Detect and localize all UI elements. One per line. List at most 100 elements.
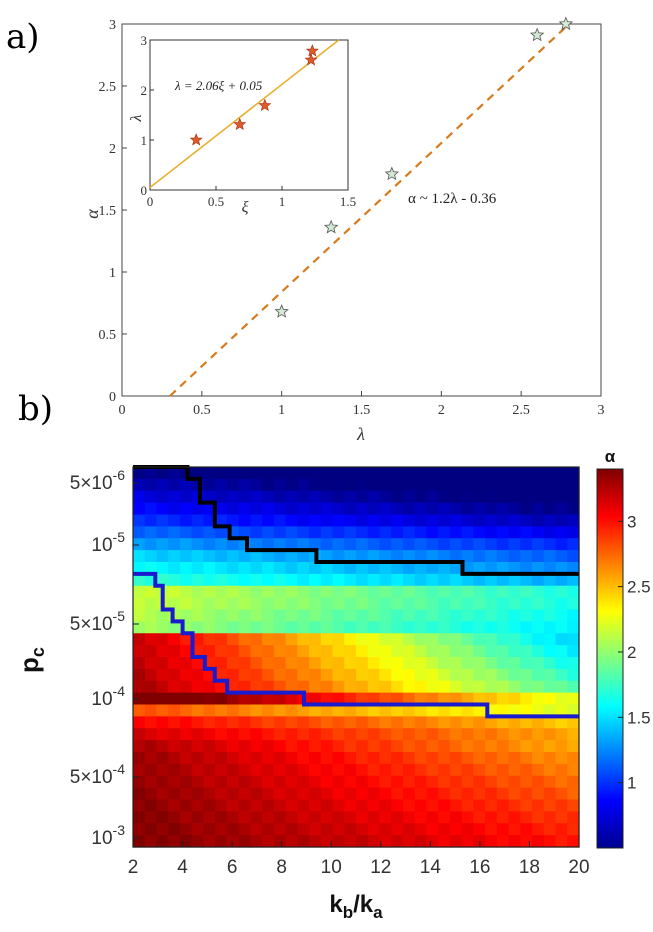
heatmap-cell bbox=[567, 573, 580, 587]
heatmap-cell bbox=[309, 811, 322, 824]
heatmap-cell bbox=[356, 728, 369, 741]
heatmap-cell bbox=[402, 835, 416, 848]
heatmap-cell bbox=[543, 668, 557, 682]
heatmap-cell bbox=[567, 550, 580, 563]
heatmap-cell bbox=[285, 811, 298, 824]
heatmap-cell bbox=[461, 680, 474, 694]
heatmap-cell bbox=[238, 728, 251, 741]
heatmap-cell bbox=[144, 502, 158, 516]
heatmap-cell bbox=[320, 763, 334, 777]
heatmap-cell bbox=[332, 633, 345, 646]
heatmap-cell bbox=[133, 752, 146, 765]
heatmap-cell bbox=[543, 645, 557, 658]
heatmap-cell bbox=[320, 502, 334, 516]
heatmap-cell bbox=[273, 609, 287, 622]
heatmap-cell bbox=[297, 490, 310, 504]
heatmap-cell bbox=[144, 775, 158, 789]
heatmap-cell bbox=[520, 633, 533, 646]
heatmap-cell bbox=[203, 467, 216, 480]
heatmap-cell bbox=[309, 526, 322, 539]
heatmap-cell bbox=[391, 704, 404, 717]
heatmap-cell bbox=[532, 585, 545, 599]
heatmap-cell bbox=[426, 645, 439, 658]
heatmap-cell bbox=[367, 752, 381, 765]
heatmap-cell bbox=[203, 573, 216, 587]
heatmap-cell bbox=[438, 835, 451, 848]
heatmap-cell bbox=[461, 657, 474, 670]
heatmap-cell bbox=[438, 763, 451, 777]
heatmap-cell bbox=[285, 550, 298, 563]
heatmap-cell bbox=[567, 657, 580, 670]
heatmap-cell bbox=[250, 562, 263, 575]
heatmap-cell bbox=[273, 704, 287, 717]
inset-axes-box bbox=[149, 39, 349, 191]
heatmap-cell bbox=[156, 704, 169, 717]
heatmap-cell bbox=[309, 704, 322, 717]
boundary-upper bbox=[133, 465, 579, 576]
heatmap-cell bbox=[367, 562, 381, 575]
heatmap-cell bbox=[285, 538, 298, 551]
heatmap-cell bbox=[414, 680, 428, 694]
heatmap-cell bbox=[414, 787, 428, 801]
heatmap-cell bbox=[262, 633, 275, 646]
heatmap-cell bbox=[215, 633, 228, 646]
heatmap-cell bbox=[473, 573, 486, 587]
heatmap-cell bbox=[133, 585, 146, 599]
heatmap-cell bbox=[426, 633, 439, 646]
heatmap-cell bbox=[426, 704, 439, 717]
panel-a-chart: 0 0.5 1 1.5 2 2.5 3 0 0.5 1 1.5 2 2.5 3 λ α α ~ 1.2λ… bbox=[82, 16, 605, 444]
heatmap-cell bbox=[215, 514, 228, 527]
heatmap-cell bbox=[461, 716, 474, 729]
heatmap-cell bbox=[426, 467, 439, 480]
heatmap-cell bbox=[555, 609, 568, 622]
heatmap-cell bbox=[402, 657, 416, 670]
heatmap-cell bbox=[543, 621, 557, 634]
heatmap-cell bbox=[144, 633, 158, 646]
heatmap-cell bbox=[379, 823, 392, 836]
heatmap-cell bbox=[133, 775, 146, 789]
heatmap-cell bbox=[496, 609, 510, 622]
heatmap-cell bbox=[238, 609, 251, 622]
heatmap-cell bbox=[215, 490, 228, 504]
heatmap-cell bbox=[203, 763, 216, 777]
heatmap-cell bbox=[485, 811, 498, 824]
heatmap-cell bbox=[508, 585, 521, 599]
heatmap-cell bbox=[496, 763, 510, 777]
heatmap-cell bbox=[379, 514, 392, 527]
heatmap-cell bbox=[320, 621, 334, 634]
heatmap-cell bbox=[297, 478, 310, 492]
heatmap-cell bbox=[297, 716, 310, 729]
heatmap-cell bbox=[391, 478, 404, 492]
heatmap-cell bbox=[203, 562, 216, 575]
heatmap-cell bbox=[402, 787, 416, 801]
heatmap-cell bbox=[496, 799, 510, 812]
inset-chart: 0 0.5 1 1.5 0 1 2 3 ξ λ λ = 2.06ξ + 0.05 bbox=[128, 33, 356, 216]
heatmap-cell bbox=[144, 835, 158, 848]
heatmap-cell bbox=[226, 811, 240, 824]
heatmap-cell bbox=[356, 502, 369, 516]
heatmap-cell bbox=[133, 823, 146, 836]
heatmap-cell bbox=[297, 680, 310, 694]
heatmap-cell bbox=[543, 585, 557, 599]
heatmap-cell bbox=[496, 645, 510, 658]
heatmap-cell bbox=[332, 609, 345, 622]
heatmap-cell bbox=[438, 752, 451, 765]
heatmap-cell bbox=[508, 835, 521, 848]
heatmap-cell bbox=[496, 752, 510, 765]
heatmap-cell bbox=[367, 478, 381, 492]
heatmap-cell bbox=[473, 692, 486, 706]
heatmap-cell bbox=[496, 467, 510, 480]
heatmap-cell bbox=[532, 716, 545, 729]
heatmap-cell bbox=[438, 645, 451, 658]
heatmap-cell bbox=[414, 467, 428, 480]
heatmap-cell bbox=[438, 573, 451, 587]
heatmap-cell bbox=[543, 467, 557, 480]
heatmap-cell bbox=[285, 716, 298, 729]
heatmap-cell bbox=[168, 787, 181, 801]
heatmap-cell bbox=[262, 514, 275, 527]
heatmap-cell bbox=[238, 478, 251, 492]
heatmap-cell bbox=[144, 490, 158, 504]
heatmap-cell bbox=[473, 550, 486, 563]
heatmap-cell bbox=[449, 692, 463, 706]
heatmap-cell bbox=[191, 763, 205, 777]
